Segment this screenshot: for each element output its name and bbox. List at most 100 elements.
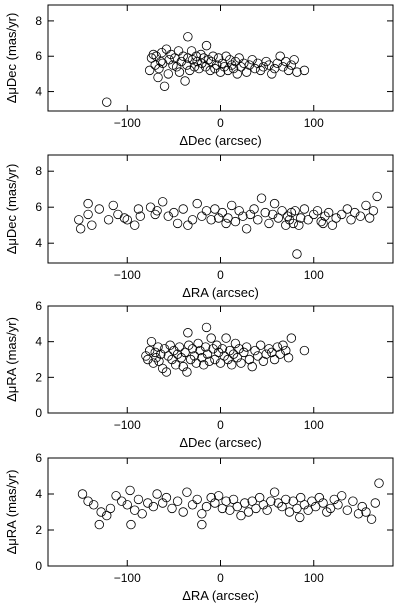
data-point [183, 328, 193, 338]
data-point [292, 67, 302, 77]
data-point [299, 345, 310, 356]
x-axis-label: ΔRA (arcsec) [182, 588, 259, 603]
data-point [102, 510, 112, 521]
data-point [314, 492, 325, 503]
data-point [169, 345, 179, 356]
data-point [189, 62, 200, 72]
data-point [239, 347, 249, 358]
data-point [111, 491, 121, 501]
data-point [94, 204, 104, 214]
data-point [130, 220, 140, 230]
data-point [163, 351, 173, 361]
data-point [210, 498, 220, 508]
data-point [251, 503, 261, 514]
data-point [219, 351, 229, 361]
data-point [148, 358, 159, 368]
plot-frame [47, 305, 394, 414]
data-point [88, 500, 99, 510]
data-point [203, 55, 214, 65]
data-point [278, 340, 288, 350]
data-point [213, 491, 224, 501]
data-point [303, 505, 313, 515]
data-point [208, 344, 218, 354]
y-tick-label: 4 [35, 487, 42, 501]
data-point [226, 360, 237, 370]
data-point [272, 342, 283, 352]
data-points [102, 32, 310, 107]
data-point [137, 509, 147, 519]
data-point [226, 200, 237, 211]
data-point [187, 500, 198, 510]
data-point [253, 215, 263, 225]
data-point [273, 498, 284, 508]
data-point [185, 354, 196, 365]
data-point [261, 349, 271, 359]
data-point [350, 207, 360, 218]
data-point [372, 191, 382, 202]
data-point [193, 338, 203, 349]
data-point [292, 249, 302, 259]
data-point [143, 498, 153, 508]
data-point [169, 207, 179, 218]
data-point [337, 491, 347, 501]
data-point [167, 503, 177, 514]
data-point [187, 215, 198, 225]
data-point [165, 340, 175, 350]
data-point [174, 67, 185, 77]
data-point [144, 65, 155, 76]
data-point [318, 498, 328, 508]
data-point [189, 351, 200, 361]
data-point [151, 51, 161, 61]
data-point [191, 358, 201, 368]
data-point [228, 349, 239, 359]
data-point [240, 498, 250, 508]
data-point [236, 510, 246, 521]
y-tick-label: 6 [35, 299, 42, 313]
data-point [171, 62, 182, 72]
data-point [244, 354, 255, 365]
x-tick-label: −100 [114, 571, 141, 585]
data-point [232, 501, 242, 512]
y-tick-label: 6 [35, 451, 42, 465]
data-point [157, 48, 167, 58]
x-tick-label: 100 [304, 116, 324, 130]
data-point [171, 360, 181, 370]
data-point [201, 501, 212, 512]
data-point [144, 345, 155, 356]
data-point [238, 211, 248, 221]
data-point [154, 63, 164, 74]
data-point [267, 69, 277, 79]
data-point [83, 209, 93, 220]
panel-4: −100 0 100 0 2 4 6 ΔRA (arcsec) ΔμRA (mas/yr) [4, 451, 394, 603]
data-point [320, 211, 330, 221]
data-point [83, 198, 93, 209]
data-point [361, 200, 371, 211]
data-point [197, 58, 207, 69]
data-point [201, 322, 212, 333]
data-point [266, 496, 276, 506]
data-point [303, 215, 313, 225]
data-point [87, 220, 97, 230]
data-point [122, 500, 132, 510]
data-point [361, 507, 371, 517]
data-point [277, 501, 287, 512]
data-point [192, 494, 202, 505]
data-point [281, 220, 291, 230]
data-point [269, 198, 280, 209]
data-point [197, 519, 207, 530]
data-point [241, 67, 252, 77]
data-point [348, 496, 358, 506]
y-tick-label: 8 [35, 14, 42, 28]
x-tick-label: 100 [304, 268, 324, 282]
data-point [125, 485, 135, 496]
x-axis-label: ΔDec (arcsec) [179, 133, 261, 148]
data-point [187, 55, 198, 65]
data-point [96, 507, 106, 517]
data-point [217, 503, 228, 514]
data-point [197, 211, 207, 221]
data-point [353, 509, 364, 519]
data-point [201, 206, 212, 216]
x-tick-label: 0 [217, 418, 224, 432]
data-point [309, 209, 319, 220]
data-point [200, 342, 211, 352]
